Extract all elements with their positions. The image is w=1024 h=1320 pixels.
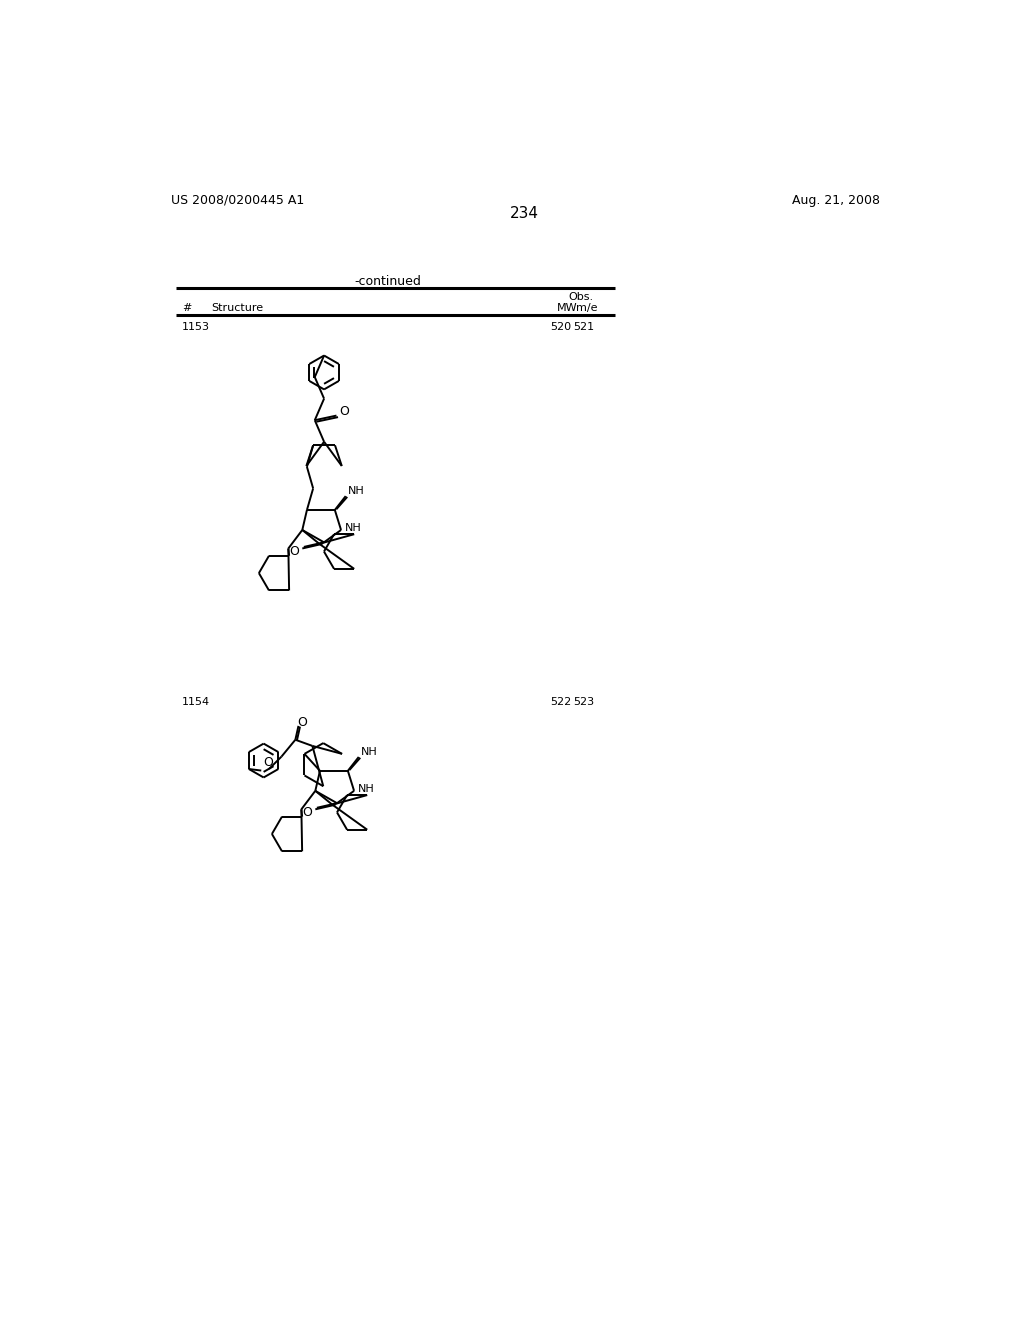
Text: Structure: Structure [212,304,264,313]
Text: -continued: -continued [354,276,421,289]
Text: 520: 520 [550,322,571,331]
Text: NH: NH [361,747,378,758]
Text: 521: 521 [573,322,595,331]
Text: NH: NH [345,524,361,533]
Text: O: O [290,545,299,558]
Text: O: O [263,756,272,770]
Text: #: # [182,304,191,313]
Text: O: O [298,717,307,730]
Text: NH: NH [358,784,375,795]
Text: 1154: 1154 [182,697,210,708]
Text: O: O [339,405,349,418]
Text: 234: 234 [510,206,540,222]
Text: 522: 522 [550,697,571,708]
Text: MW: MW [557,304,578,313]
Text: US 2008/0200445 A1: US 2008/0200445 A1 [171,194,304,207]
Text: Obs.: Obs. [568,293,593,302]
Text: 1153: 1153 [182,322,210,331]
Text: NH: NH [348,487,365,496]
Text: Aug. 21, 2008: Aug. 21, 2008 [792,194,880,207]
Text: m/e: m/e [575,304,597,313]
Text: 523: 523 [573,697,595,708]
Text: O: O [302,807,312,818]
